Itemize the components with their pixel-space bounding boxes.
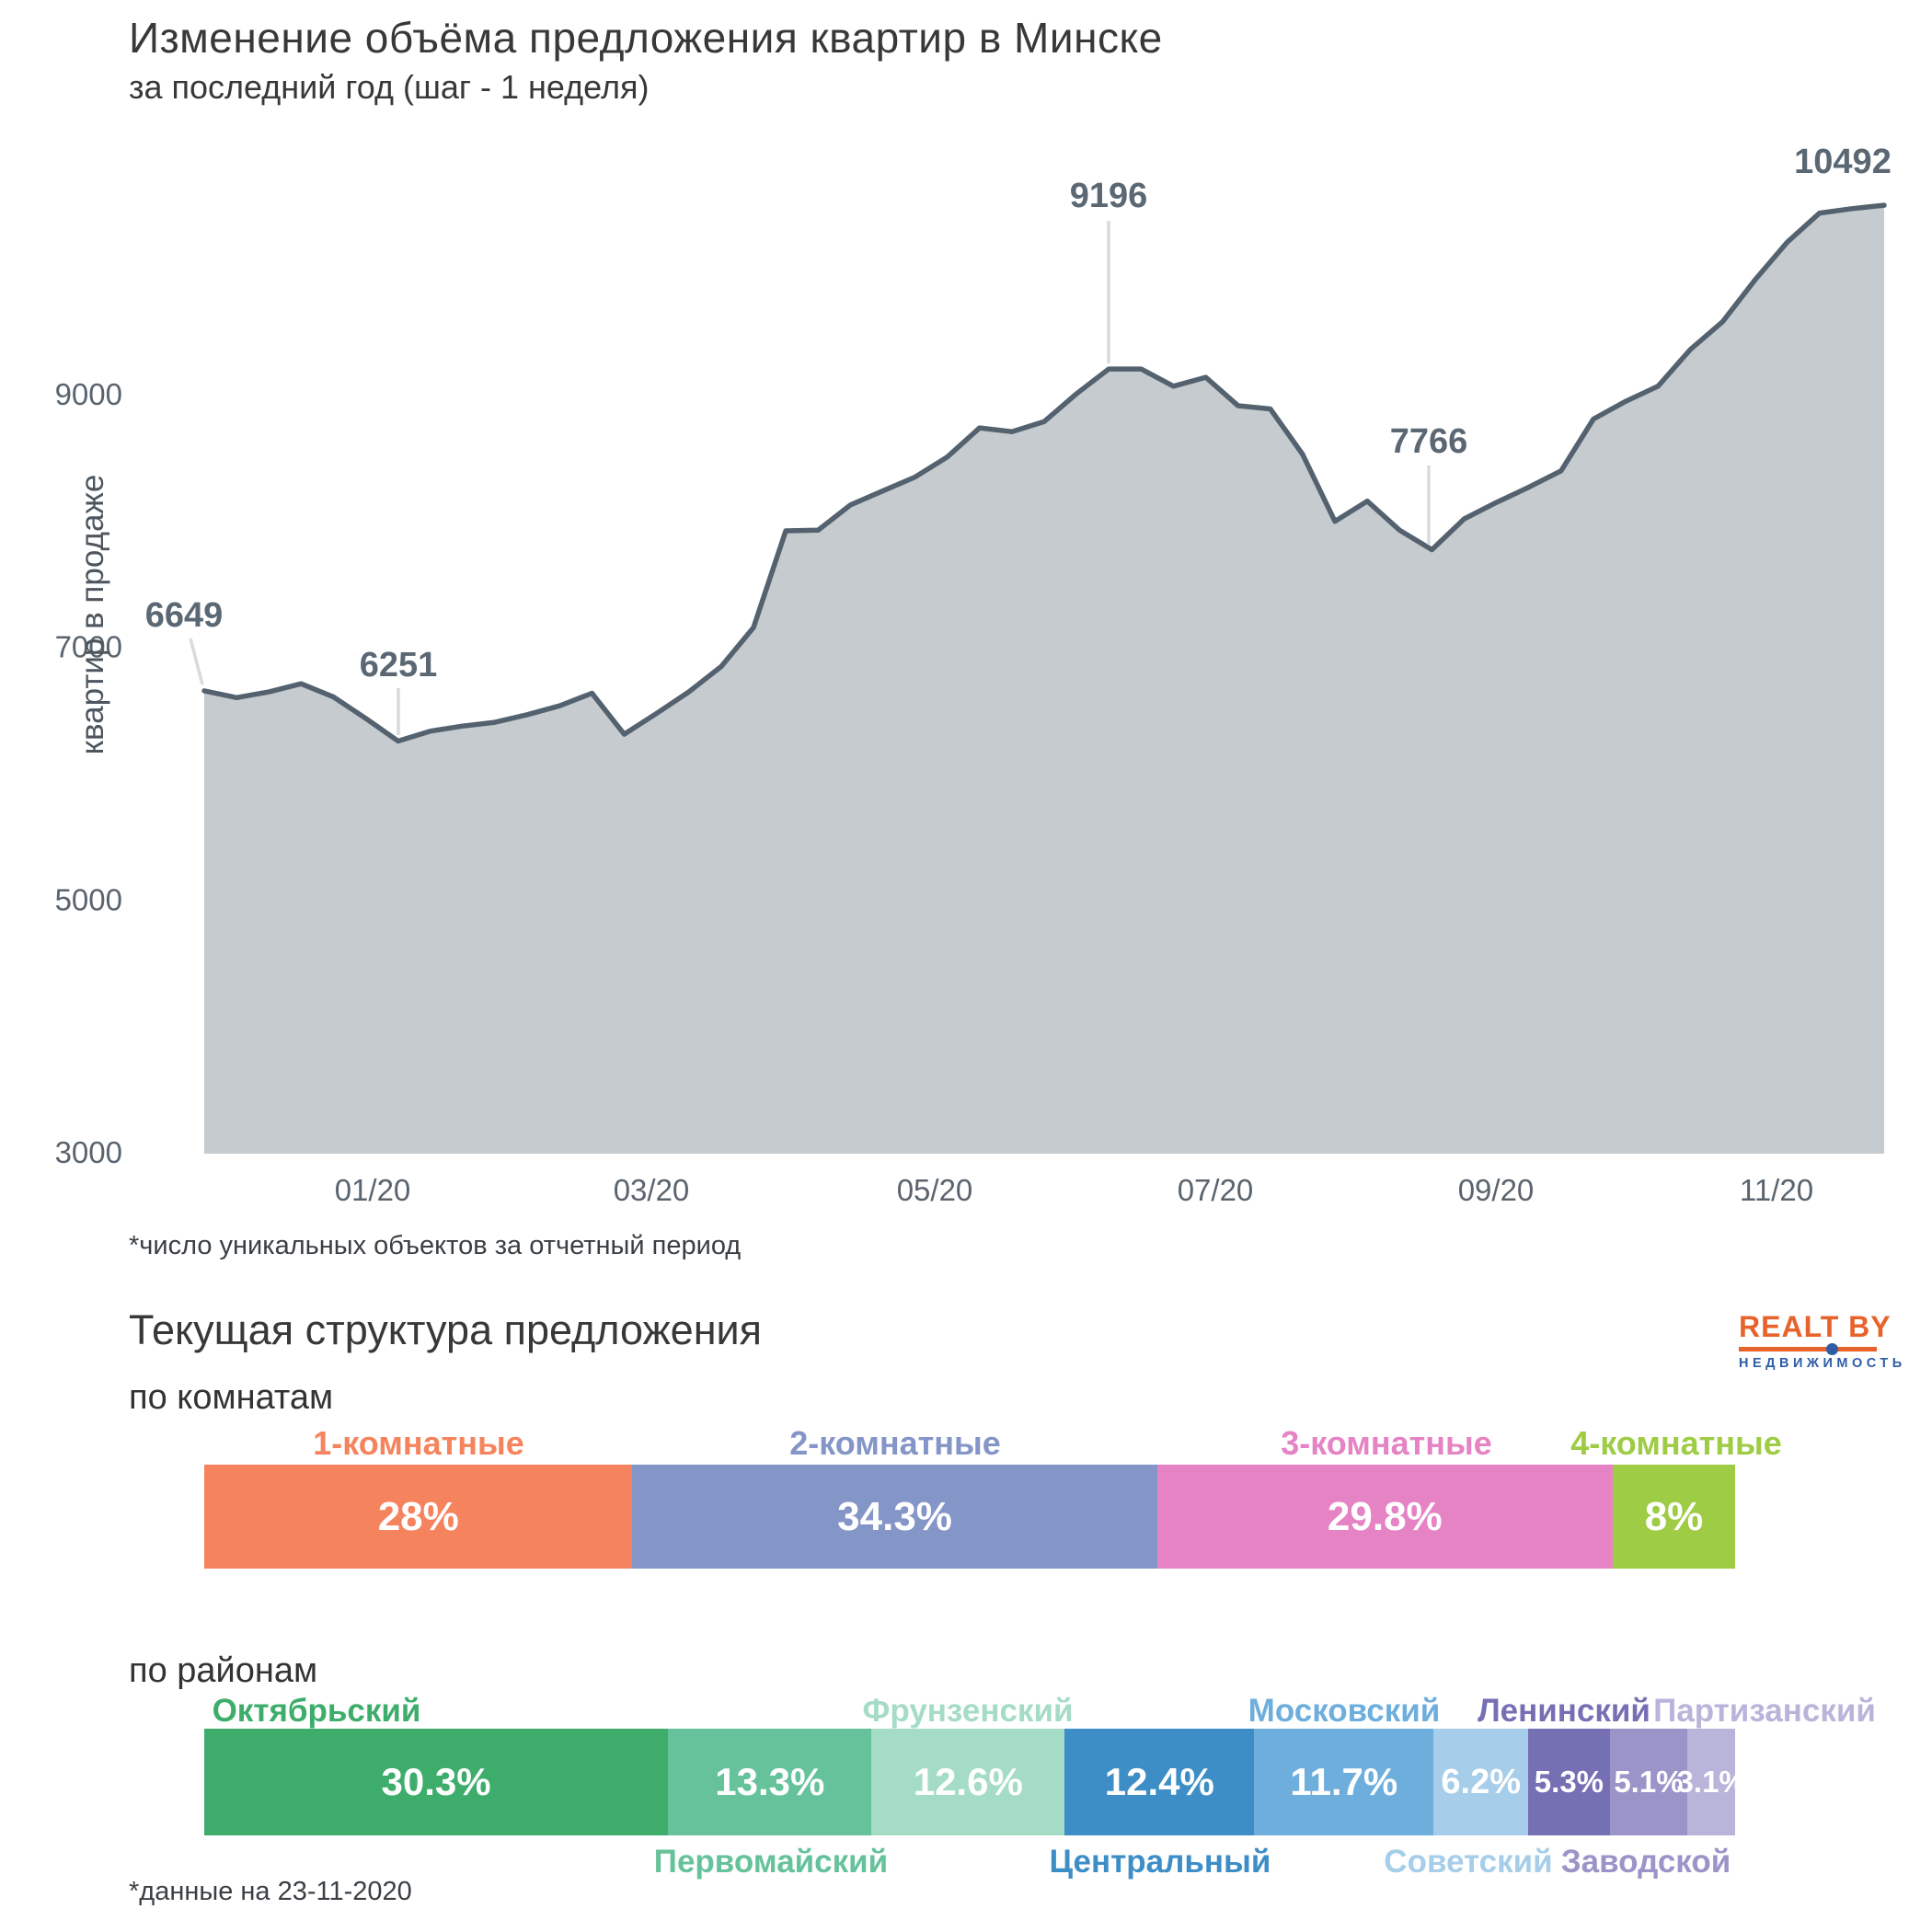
realt-by-logo: REALT BY НЕДВИЖИМОСТЬ	[1739, 1310, 1906, 1371]
segment-percent: 28%	[377, 1493, 459, 1539]
logo-dot-icon	[1825, 1343, 1838, 1355]
logo-tagline: НЕДВИЖИМОСТЬ	[1739, 1356, 1906, 1371]
bar-segment-Партизанский: 3.1%	[1677, 1729, 1735, 1835]
x-tick-label: 09/20	[1458, 1173, 1535, 1207]
bar-segment-Заводской: 5.1%	[1609, 1729, 1688, 1835]
rooms-bar-title: по комнатам	[129, 1378, 334, 1417]
bar-segment-Центральный: 12.4%	[1064, 1729, 1255, 1835]
segment-name-label: Заводской	[1560, 1844, 1731, 1880]
x-tick-label: 05/20	[897, 1173, 973, 1207]
annotation-value: 10492	[1794, 143, 1892, 181]
segment-name-label: Московский	[1248, 1693, 1441, 1729]
segment-percent: 8%	[1644, 1493, 1704, 1539]
rooms-stacked-bar: 28% 34.3% 29.8% 8%	[204, 1465, 1735, 1569]
segment-percent: 5.1%	[1614, 1765, 1684, 1799]
segment-percent: 11.7%	[1290, 1760, 1398, 1803]
chart-footnote: *число уникальных объектов за отчетный п…	[129, 1231, 742, 1260]
segment-name-label: Ленинский	[1478, 1693, 1650, 1729]
segment-name-label: Советский	[1384, 1844, 1553, 1880]
segment-name-label: Октябрьский	[212, 1693, 421, 1729]
segment-name-label: Первомайский	[653, 1844, 889, 1880]
bar-segment-1-комнатные: 28%	[204, 1465, 633, 1569]
bar-segment-Московский: 11.7%	[1254, 1729, 1434, 1835]
page-title: Изменение объёма предложения квартир в М…	[129, 14, 1163, 62]
annotation-value: 9196	[1070, 177, 1148, 215]
bar-segment-Первомайский: 13.3%	[668, 1729, 872, 1835]
area-fill	[204, 205, 1884, 1155]
bar-segment-3-комнатные: 29.8%	[1156, 1465, 1613, 1569]
annotation-value: 6251	[360, 646, 438, 684]
x-tick-label: 11/20	[1740, 1173, 1813, 1207]
bar-segment-2-комнатные: 34.3%	[632, 1465, 1157, 1569]
bar-segment-Фрунзенский: 12.6%	[871, 1729, 1065, 1835]
y-axis-title: квартир в продаже	[75, 475, 110, 755]
segment-percent: 5.3%	[1534, 1765, 1604, 1799]
annotation-leader	[189, 638, 204, 685]
segment-name-label: 1-комнатные	[313, 1424, 524, 1462]
annotation-value: 6649	[145, 596, 224, 635]
bar-segment-Советский: 6.2%	[1433, 1729, 1529, 1835]
x-tick-label: 03/20	[614, 1173, 690, 1207]
structure-section-title: Текущая структура предложения	[129, 1306, 763, 1353]
districts-stacked-bar: 30.3% 13.3% 12.6% 12.4% 11.7% 6.2% 5.3% 5.1% 3.1…	[204, 1729, 1735, 1835]
segment-name-label: Фрунзенский	[862, 1693, 1074, 1729]
supply-area-chart: 9000 7000 5000 3000 01/20 03/20 05/20 07/20 09/2…	[55, 143, 1892, 1207]
page-subtitle: за последний год (шаг - 1 неделя)	[129, 68, 650, 106]
data-date-footnote: *данные на 23-11-2020	[129, 1877, 412, 1906]
segment-percent: 34.3%	[837, 1493, 952, 1539]
segment-name-label: Партизанский	[1653, 1693, 1876, 1729]
segment-name-label: Центральный	[1049, 1844, 1271, 1880]
y-tick-label: 5000	[55, 882, 122, 916]
segment-percent: 29.8%	[1327, 1493, 1443, 1539]
segment-percent: 6.2%	[1441, 1762, 1522, 1801]
segment-name-label: 2-комнатные	[789, 1424, 1001, 1462]
segment-percent: 13.3%	[715, 1760, 825, 1803]
bar-segment-4-комнатные: 8%	[1613, 1465, 1735, 1569]
area-line	[201, 202, 1887, 744]
segment-percent: 3.1%	[1676, 1765, 1735, 1799]
segment-name-label: 4-комнатные	[1570, 1424, 1782, 1462]
y-tick-label: 7000	[55, 630, 122, 664]
y-tick-label: 9000	[55, 377, 122, 411]
bar-segment-Октябрьский: 30.3%	[204, 1729, 669, 1835]
x-tick-label: 01/20	[335, 1173, 411, 1207]
districts-bar-title: по районам	[129, 1651, 318, 1690]
segment-percent: 12.4%	[1104, 1760, 1214, 1803]
annotation-value: 7766	[1390, 422, 1468, 461]
segment-percent: 12.6%	[913, 1760, 1023, 1803]
bar-segment-Ленинский: 5.3%	[1528, 1729, 1610, 1835]
y-tick-label: 3000	[55, 1135, 122, 1169]
logo-rule	[1739, 1343, 1877, 1355]
x-tick-label: 07/20	[1178, 1173, 1254, 1207]
logo-wordmark: REALT BY	[1739, 1310, 1892, 1343]
segment-percent: 30.3%	[381, 1760, 491, 1803]
segment-name-label: 3-комнатные	[1281, 1424, 1492, 1462]
